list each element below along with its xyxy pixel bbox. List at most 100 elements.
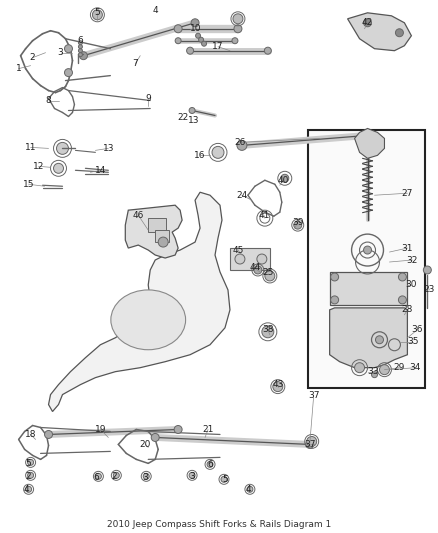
- Bar: [148, 218, 166, 232]
- Circle shape: [92, 10, 102, 20]
- Text: 13: 13: [102, 144, 114, 153]
- Circle shape: [212, 147, 224, 158]
- Circle shape: [265, 47, 271, 54]
- Circle shape: [95, 473, 101, 479]
- Text: 37: 37: [304, 440, 315, 449]
- Bar: [230, 248, 270, 270]
- Text: 30: 30: [406, 280, 417, 289]
- Text: 28: 28: [402, 305, 413, 314]
- Text: 2010 Jeep Compass Shift Forks & Rails Diagram 1: 2010 Jeep Compass Shift Forks & Rails Di…: [107, 520, 331, 529]
- Text: 3: 3: [58, 48, 64, 57]
- Text: 3: 3: [142, 473, 148, 482]
- Text: 2: 2: [26, 472, 32, 481]
- Circle shape: [399, 296, 406, 304]
- Circle shape: [281, 174, 289, 182]
- Circle shape: [331, 273, 339, 281]
- Circle shape: [198, 37, 204, 42]
- Circle shape: [396, 29, 403, 37]
- Text: 2: 2: [30, 53, 35, 62]
- Text: 4: 4: [245, 485, 251, 494]
- Text: 35: 35: [408, 337, 419, 346]
- Text: 13: 13: [188, 116, 200, 125]
- Text: 21: 21: [202, 425, 214, 434]
- Circle shape: [257, 254, 267, 264]
- Text: 18: 18: [25, 430, 36, 439]
- Text: 44: 44: [249, 263, 261, 272]
- Text: 10: 10: [191, 25, 202, 33]
- Circle shape: [247, 486, 253, 492]
- Text: 22: 22: [177, 113, 189, 122]
- Text: 5: 5: [26, 459, 32, 468]
- Circle shape: [78, 49, 82, 53]
- Circle shape: [174, 425, 182, 433]
- Circle shape: [363, 131, 372, 140]
- Circle shape: [78, 41, 82, 45]
- Text: 25: 25: [262, 269, 274, 278]
- Circle shape: [158, 237, 168, 247]
- Text: 36: 36: [412, 325, 423, 334]
- Text: 4: 4: [24, 485, 29, 494]
- Circle shape: [64, 69, 72, 77]
- Text: 45: 45: [232, 246, 244, 255]
- Circle shape: [364, 19, 371, 27]
- Bar: [308, 131, 425, 387]
- Text: 6: 6: [207, 460, 213, 469]
- Circle shape: [375, 336, 384, 344]
- Text: 31: 31: [402, 244, 413, 253]
- Text: 4: 4: [152, 6, 158, 15]
- Text: 38: 38: [262, 325, 274, 334]
- Circle shape: [265, 271, 275, 281]
- Circle shape: [235, 254, 245, 264]
- Text: 9: 9: [145, 94, 151, 103]
- Circle shape: [196, 33, 201, 38]
- Circle shape: [78, 45, 82, 49]
- Circle shape: [233, 14, 243, 24]
- Text: 27: 27: [402, 189, 413, 198]
- Circle shape: [364, 246, 371, 254]
- Circle shape: [151, 433, 159, 441]
- Circle shape: [331, 296, 339, 304]
- Text: 2: 2: [112, 472, 117, 481]
- Polygon shape: [330, 272, 407, 305]
- Circle shape: [306, 440, 314, 448]
- Bar: [155, 230, 169, 242]
- Text: 26: 26: [234, 138, 246, 147]
- Polygon shape: [49, 192, 230, 411]
- Text: 7: 7: [132, 59, 138, 68]
- Polygon shape: [348, 13, 411, 51]
- Circle shape: [64, 45, 72, 53]
- Circle shape: [254, 266, 262, 274]
- Text: 41: 41: [258, 211, 269, 220]
- Text: 16: 16: [194, 151, 206, 160]
- Circle shape: [201, 41, 207, 46]
- Text: 43: 43: [272, 380, 283, 389]
- Circle shape: [371, 372, 378, 378]
- Circle shape: [79, 52, 88, 60]
- Text: 6: 6: [94, 473, 99, 482]
- Text: 5: 5: [222, 475, 228, 484]
- Text: 3: 3: [189, 472, 195, 481]
- Circle shape: [234, 25, 242, 33]
- Text: 5: 5: [95, 9, 100, 17]
- Circle shape: [294, 221, 302, 229]
- Circle shape: [53, 163, 64, 173]
- Text: 37: 37: [308, 391, 319, 400]
- Circle shape: [25, 486, 32, 492]
- Circle shape: [424, 266, 431, 274]
- Circle shape: [307, 437, 317, 447]
- Circle shape: [399, 273, 406, 281]
- Polygon shape: [330, 308, 407, 368]
- Circle shape: [174, 25, 182, 33]
- Circle shape: [28, 459, 34, 465]
- Circle shape: [187, 47, 194, 54]
- Text: 24: 24: [237, 191, 247, 200]
- Text: 14: 14: [95, 166, 106, 175]
- Text: 33: 33: [368, 367, 379, 376]
- Ellipse shape: [111, 290, 186, 350]
- Circle shape: [28, 472, 34, 478]
- Polygon shape: [355, 128, 385, 158]
- Circle shape: [273, 382, 283, 392]
- Text: 23: 23: [424, 286, 435, 294]
- Text: 6: 6: [78, 36, 83, 45]
- Circle shape: [379, 365, 389, 375]
